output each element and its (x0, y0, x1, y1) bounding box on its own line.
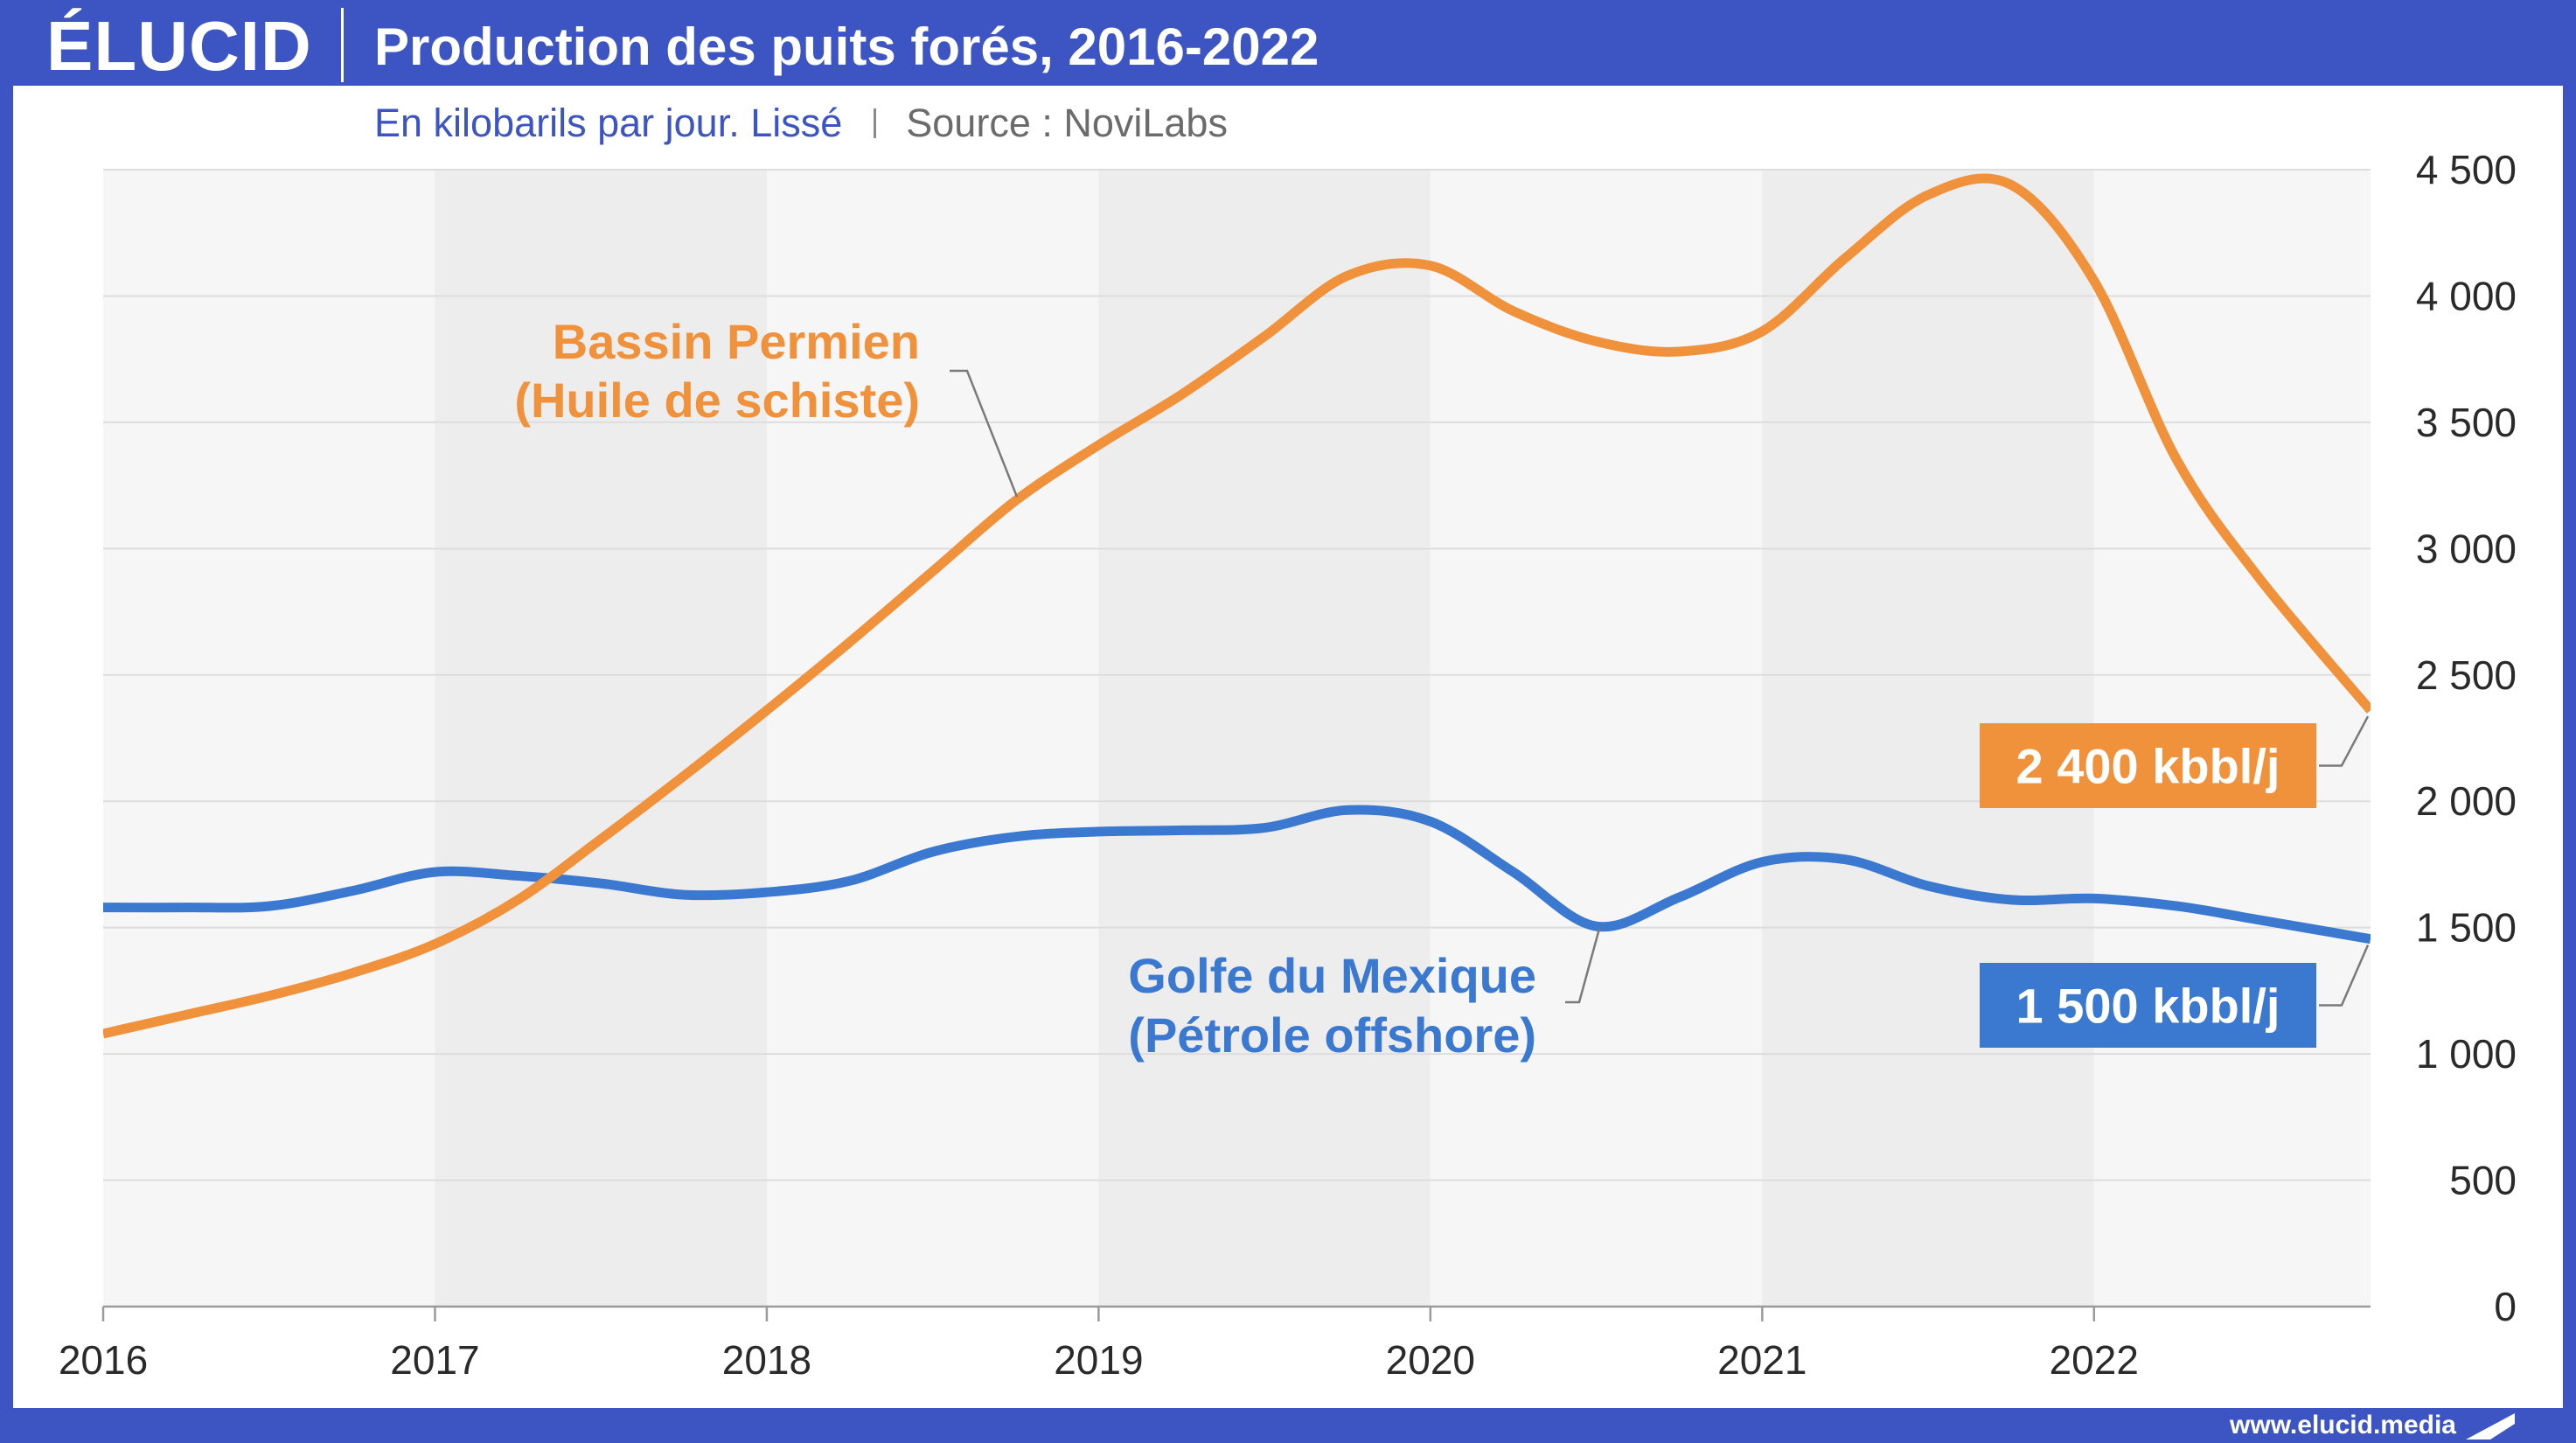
elucid-flag-icon (2464, 1408, 2517, 1443)
x-axis (101, 1305, 2371, 1321)
year-band (103, 170, 435, 1307)
series-line-golfe-du-mexique (103, 805, 2371, 945)
bassin-permien-end-value-box (1980, 723, 2316, 808)
y-tick-label: 1 500 (2416, 905, 2517, 951)
y-tick-label: 3 000 (2416, 526, 2517, 571)
y-tick-label: 3 500 (2416, 400, 2517, 445)
subtitle-line: En kilobarils par jour. Lissé Source : N… (374, 103, 1228, 143)
subtitle-divider (874, 108, 877, 138)
chart-title: Production des puits forés, 2016-2022 (374, 17, 1319, 76)
x-tick-label: 2021 (1717, 1337, 1807, 1383)
bassin-permien-label: Bassin Permien (553, 314, 920, 369)
year-bands (103, 170, 2371, 1307)
golfe-du-mexique-label-leader (1565, 928, 1601, 1004)
year-band (1430, 170, 1763, 1307)
y-tick-label: 2 000 (2416, 778, 2517, 824)
golfe-du-mexique-end-value-box (1980, 963, 2316, 1048)
y-tick-label: 1 000 (2416, 1031, 2517, 1077)
series-line-bassin-permien (103, 173, 2371, 1039)
y-tick-label: 4 000 (2416, 273, 2517, 318)
chart-source: Source : NoviLabs (906, 101, 1228, 145)
bassin-permien-end-value-leader (2319, 715, 2370, 767)
golfe-du-mexique-label-sub: (Pétrole offshore) (1128, 1007, 1536, 1063)
y-tick-label: 2 500 (2416, 652, 2517, 698)
header-divider (341, 8, 344, 82)
year-band (766, 170, 1099, 1307)
golfe-du-mexique-label: Golfe du Mexique (1128, 948, 1536, 1003)
website-url: www.elucid.media (2230, 1411, 2456, 1440)
x-tick-label: 2019 (1054, 1337, 1143, 1383)
bassin-permien-label-leader (950, 369, 1019, 498)
y-tick-label: 0 (2494, 1284, 2517, 1329)
series-annotations: Bassin Permien(Huile de schiste) 2 400 kb… (514, 314, 2370, 1063)
chart-subtitle: En kilobarils par jour. Lissé (374, 101, 843, 145)
x-tick-label: 2016 (59, 1337, 148, 1383)
bassin-permien-end-value-label: 2 400 kbbl/j (2016, 739, 2280, 794)
x-tick-labels: 2016 2017 2018 2019 2020 2021 2022 (59, 1337, 2139, 1383)
year-band (1098, 170, 1431, 1307)
series-lines (103, 173, 2371, 1039)
y-tick-label: 4 500 (2416, 147, 2517, 192)
golfe-du-mexique-end-value-leader (2319, 945, 2370, 1007)
x-tick-label: 2020 (1386, 1337, 1475, 1383)
footer-bar: www.elucid.media (0, 1408, 2576, 1443)
elucid-logo: ÉLUCID (46, 7, 312, 85)
x-tick-label: 2022 (2050, 1337, 2139, 1383)
year-band (435, 170, 767, 1307)
x-tick-label: 2017 (390, 1337, 479, 1383)
golfe-du-mexique-end-value-label: 1 500 kbbl/j (2016, 979, 2280, 1034)
y-tick-label: 500 (2449, 1158, 2517, 1203)
bassin-permien-label-sub: (Huile de schiste) (514, 373, 920, 428)
gridlines (103, 169, 2371, 1182)
y-tick-labels: 0 500 1 000 1 500 2 000 2 500 3 000 3 500 4 000 4… (2416, 147, 2517, 1329)
x-tick-label: 2018 (722, 1337, 811, 1383)
